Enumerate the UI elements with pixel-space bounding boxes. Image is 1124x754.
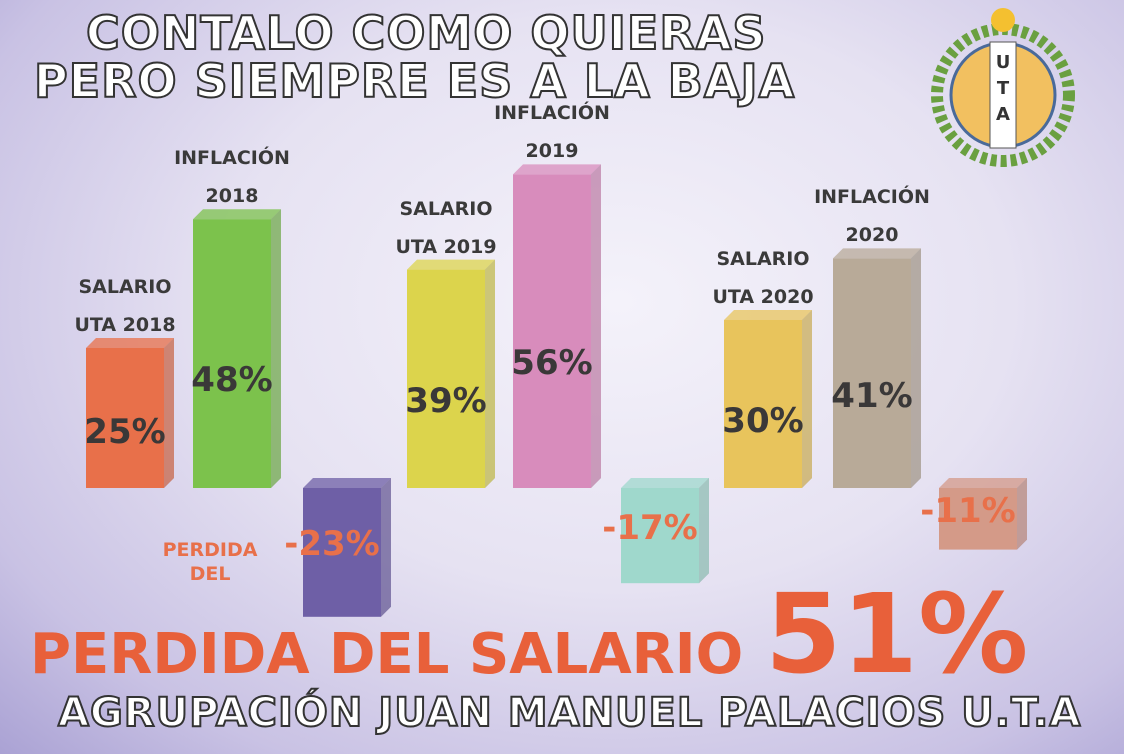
bar-top [939, 478, 1027, 488]
bar-top [407, 259, 495, 270]
value-label: 48% [191, 360, 273, 401]
bar-side-color [591, 164, 601, 488]
loss-caption: PERDIDA DEL SALARIO [30, 622, 744, 687]
category-label: SALARIO UTA 2020 [712, 248, 814, 308]
bar [724, 320, 802, 488]
logo-letter: U [996, 52, 1011, 73]
bar [303, 488, 381, 617]
category-label: INFLACIÓN 2019 [494, 102, 610, 163]
logo-letter: T [997, 78, 1010, 99]
bar-side-color [802, 310, 812, 488]
bar [513, 174, 591, 488]
bar-top [513, 164, 601, 175]
bar [193, 219, 271, 488]
bar [833, 258, 911, 488]
bar [939, 488, 1017, 550]
value-label: -23% [284, 524, 380, 565]
logo [931, 8, 1075, 167]
bar [407, 269, 485, 488]
bar-side-color [1017, 478, 1027, 550]
value-label: 25% [84, 412, 166, 452]
bar-top [724, 310, 812, 320]
subtitle: PERO SIEMPRE ES A LA BAJA [33, 53, 796, 109]
loss-total: 51% [765, 570, 1029, 698]
bar-side-color [381, 478, 391, 617]
category-label: SALARIO UTA 2019 [395, 197, 497, 258]
bar-top [621, 478, 709, 488]
bar-side-color [485, 259, 495, 488]
logo-letter: A [996, 104, 1010, 125]
value-label: 30% [722, 400, 804, 441]
bar-top [833, 248, 921, 259]
value-label: -17% [602, 507, 698, 548]
bar-top [193, 209, 281, 220]
logo-sun [991, 8, 1015, 32]
category-label: INFLACIÓN 2020 [814, 186, 930, 247]
bar-side-color [699, 478, 709, 584]
category-label: PERDIDA DEL [162, 539, 258, 585]
title: CONTALO COMO QUIERAS [85, 5, 767, 61]
bar-top [86, 338, 174, 348]
logo-band [989, 41, 1017, 149]
value-label: 56% [511, 342, 593, 383]
bar-side-color [911, 248, 921, 488]
footer: AGRUPACIÓN JUAN MANUEL PALACIOS U.T.A [57, 689, 1082, 737]
category-label: INFLACIÓN 2018 [174, 147, 290, 208]
value-label: 39% [405, 380, 487, 421]
value-label: -11% [920, 490, 1016, 531]
category-label: SALARIO UTA 2018 [74, 276, 176, 336]
bar-side-color [271, 209, 281, 488]
bar-side-color [164, 338, 174, 488]
bar-top [303, 478, 391, 488]
value-label: 41% [831, 376, 913, 417]
bar [86, 348, 164, 488]
bar [621, 488, 699, 584]
